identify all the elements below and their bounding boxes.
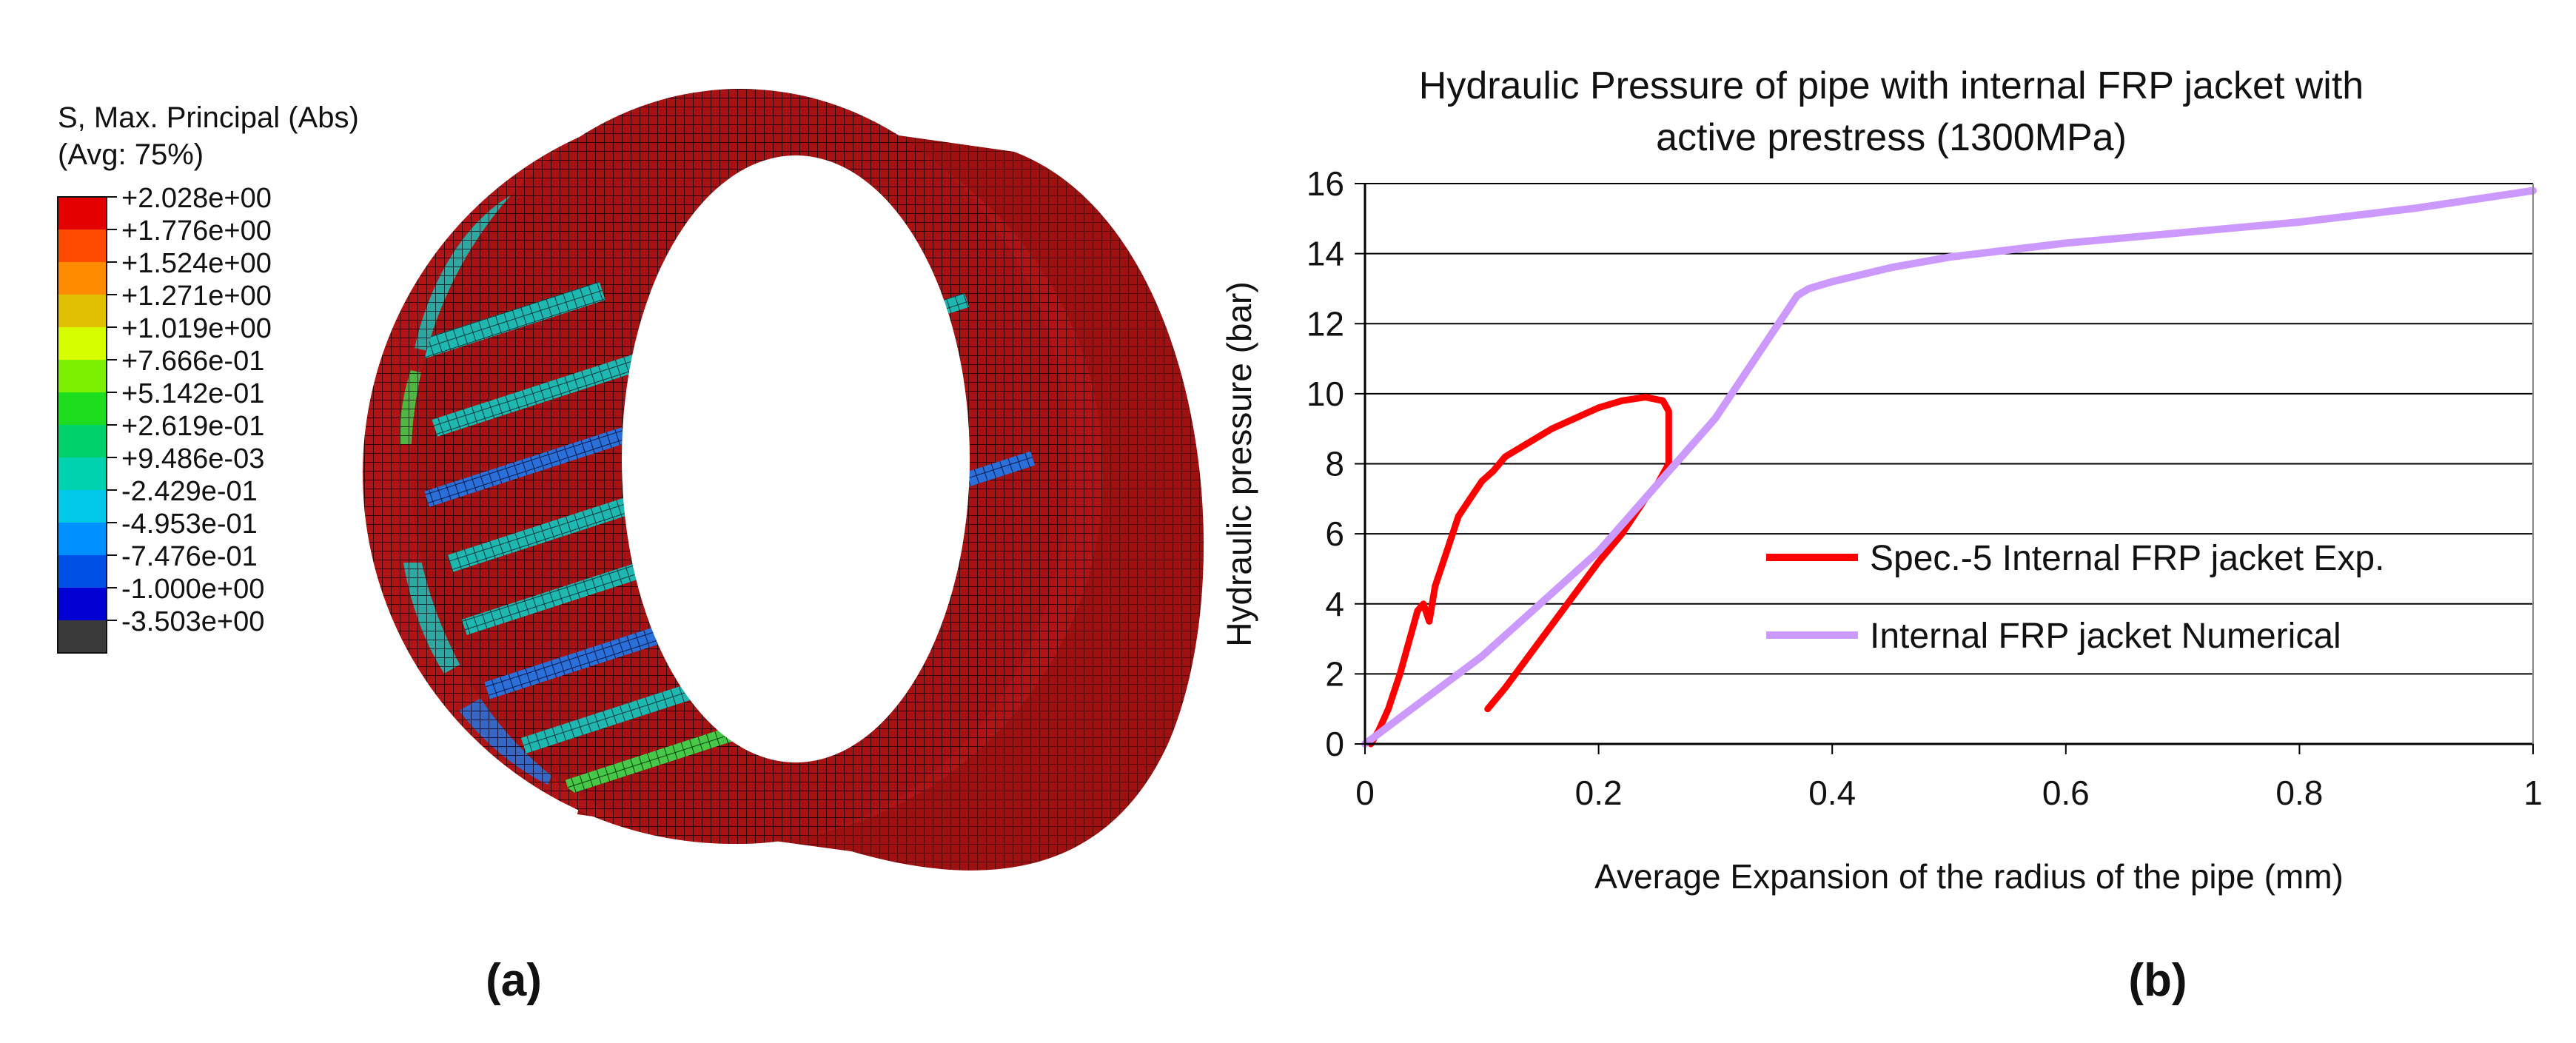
contour-swatch bbox=[58, 620, 107, 653]
contour-level-label: +1.524e+00 bbox=[121, 248, 272, 279]
contour-level-label: -4.953e-01 bbox=[121, 509, 258, 540]
contour-bar-frame bbox=[57, 196, 107, 654]
contour-level-label: +7.666e-01 bbox=[121, 346, 264, 377]
contour-level-label: +2.619e-01 bbox=[121, 411, 264, 442]
pipe-bore-opening bbox=[622, 155, 970, 762]
x-tick-label: 0.4 bbox=[1808, 774, 1856, 812]
fe-contour-figure: S, Max. Principal (Abs) (Avg: 75%) +2.02… bbox=[57, 89, 1204, 1006]
grid-layer bbox=[1365, 183, 2533, 745]
x-tick-label: 0 bbox=[1355, 774, 1375, 812]
axes-layer: 0 2 4 6 8 10 12 14 16 0 0.2 0.4 0.6 0.8 1 bbox=[1307, 164, 2543, 812]
contour-level-label: -1.000e+00 bbox=[121, 574, 264, 605]
legend-label: Internal FRP jacket Numerical bbox=[1870, 617, 2341, 656]
contour-subtitle: (Avg: 75%) bbox=[58, 138, 204, 171]
contour-swatch bbox=[58, 197, 107, 229]
legend-label: Spec.-5 Internal FRP jacket Exp. bbox=[1870, 539, 2384, 578]
contour-level-label: +1.271e+00 bbox=[121, 281, 272, 312]
y-tick-label: 14 bbox=[1307, 235, 1344, 273]
contour-level-label: -2.429e-01 bbox=[121, 476, 258, 507]
chart-title-line1: Hydraulic Pressure of pipe with internal… bbox=[1419, 64, 2364, 107]
contour-level-label: +9.486e-03 bbox=[121, 443, 264, 474]
contour-level-label: +2.028e+00 bbox=[121, 183, 272, 214]
x-tick-label: 1 bbox=[2523, 774, 2543, 812]
contour-swatch bbox=[58, 327, 107, 360]
panel-a-label: (a) bbox=[486, 955, 542, 1006]
y-tick-label: 6 bbox=[1325, 514, 1344, 553]
panel-a: S, Max. Principal (Abs) (Avg: 75%) +2.02… bbox=[0, 0, 1221, 1039]
contour-swatch bbox=[58, 425, 107, 457]
chart-title-line2: active prestress (1300MPa) bbox=[1656, 116, 2127, 159]
series-layer bbox=[1361, 187, 2537, 748]
y-axis-label: Hydraulic pressure (bar) bbox=[1221, 281, 1258, 646]
contour-swatch bbox=[58, 295, 107, 327]
panel-b-label: (b) bbox=[2128, 955, 2187, 1006]
contour-level-label: -7.476e-01 bbox=[121, 541, 258, 572]
contour-swatch bbox=[58, 588, 107, 620]
contour-swatch bbox=[58, 523, 107, 555]
x-tick-label: 0.2 bbox=[1575, 774, 1623, 812]
pipe-model bbox=[363, 89, 1204, 871]
contour-swatch bbox=[58, 229, 107, 262]
series-line-numerical bbox=[1361, 187, 2537, 748]
chart-legend: Spec.-5 Internal FRP jacket Exp. Internal… bbox=[1766, 539, 2384, 656]
contour-swatch bbox=[58, 360, 107, 392]
contour-swatch bbox=[58, 262, 107, 295]
contour-level-label: +1.776e+00 bbox=[121, 215, 272, 247]
contour-swatch bbox=[58, 457, 107, 490]
y-tick-label: 10 bbox=[1307, 375, 1344, 413]
y-tick-label: 16 bbox=[1307, 164, 1344, 203]
contour-level-label: +1.019e+00 bbox=[121, 313, 272, 344]
contour-level-label: -3.503e+00 bbox=[121, 606, 264, 637]
x-tick-label: 0.8 bbox=[2275, 774, 2323, 812]
y-tick-label: 8 bbox=[1325, 445, 1344, 483]
contour-legend: +2.028e+00+1.776e+00+1.524e+00+1.271e+00… bbox=[57, 183, 272, 654]
series-line-experimental bbox=[1367, 394, 1672, 748]
contour-title: S, Max. Principal (Abs) bbox=[58, 101, 359, 134]
y-tick-label: 4 bbox=[1325, 585, 1344, 623]
contour-level-label: +5.142e-01 bbox=[121, 378, 264, 409]
contour-swatch bbox=[58, 490, 107, 523]
x-axis-label: Average Expansion of the radius of the p… bbox=[1594, 857, 2344, 896]
y-tick-label: 0 bbox=[1325, 725, 1344, 763]
contour-swatch bbox=[58, 555, 107, 588]
y-tick-label: 2 bbox=[1325, 654, 1344, 693]
y-tick-label: 12 bbox=[1307, 304, 1344, 343]
x-tick-label: 0.6 bbox=[2042, 774, 2090, 812]
panel-b: Hydraulic Pressure of pipe with internal… bbox=[1220, 0, 2576, 1039]
contour-swatch bbox=[58, 392, 107, 425]
pressure-expansion-chart: Hydraulic Pressure of pipe with internal… bbox=[1220, 64, 2543, 1006]
